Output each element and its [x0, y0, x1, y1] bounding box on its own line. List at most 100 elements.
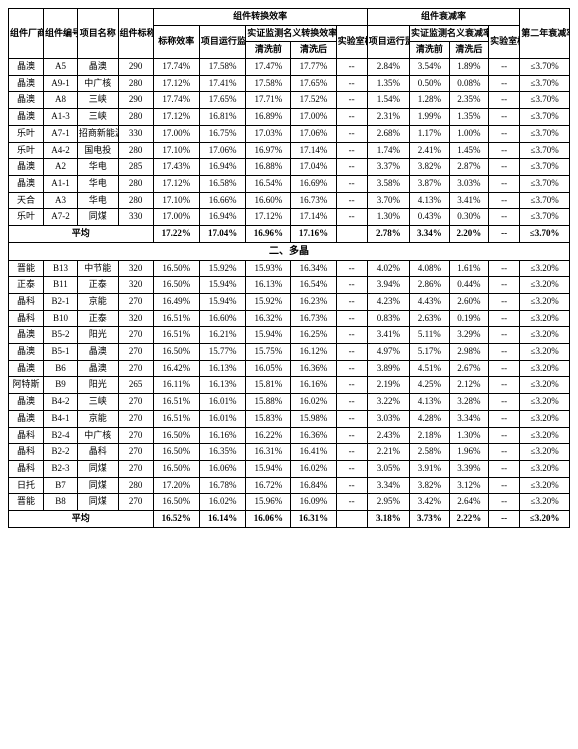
cell-after: 17.65%	[291, 75, 336, 92]
cell-rdec: 0.83%	[367, 310, 409, 327]
cell-after: 16.41%	[291, 444, 336, 461]
cell-run: 16.60%	[199, 310, 245, 327]
cell-db: 4.28%	[410, 410, 450, 427]
cell-req: ≤3.20%	[520, 294, 570, 311]
table-row: 晶澳 B5-1 晶澳 270 16.50% 15.77% 15.75% 16.1…	[9, 344, 570, 361]
avg-da: 2.22%	[449, 510, 489, 527]
cell-before: 16.60%	[246, 192, 291, 209]
cell-after: 16.69%	[291, 175, 336, 192]
cell-project: 晶澳	[77, 344, 118, 361]
cell-rdec: 3.05%	[367, 460, 409, 477]
cell-code: B2-4	[44, 427, 78, 444]
table-row: 日托 B7 同煤 280 17.20% 16.78% 16.72% 16.84%…	[9, 477, 570, 494]
cell-project: 同煤	[77, 477, 118, 494]
cell-da: 2.67%	[449, 360, 489, 377]
cell-before: 16.97%	[246, 142, 291, 159]
cell-ldec: --	[489, 377, 520, 394]
cell-da: 3.39%	[449, 460, 489, 477]
cell-maker: 晶科	[9, 460, 44, 477]
col-lab-decay: 实验室检测衰减率	[489, 25, 520, 58]
cell-power: 270	[118, 460, 153, 477]
cell-run: 15.94%	[199, 277, 245, 294]
table-row: 晶科 B2-4 中广核 270 16.50% 16.16% 16.22% 16.…	[9, 427, 570, 444]
cell-req: ≤3.20%	[520, 394, 570, 411]
cell-lab: --	[336, 260, 367, 277]
cell-rdec: 2.43%	[367, 427, 409, 444]
cell-run: 16.75%	[199, 125, 245, 142]
cell-ldec: --	[489, 75, 520, 92]
cell-db: 3.82%	[410, 477, 450, 494]
cell-lab: --	[336, 377, 367, 394]
table-row: 乐叶 A7-2 同煤 330 17.00% 16.94% 17.12% 17.1…	[9, 209, 570, 226]
cell-da: 0.19%	[449, 310, 489, 327]
cell-ldec: --	[489, 294, 520, 311]
cell-power: 280	[118, 477, 153, 494]
table-row: 晶澳 A1-1 华电 280 17.12% 16.58% 16.54% 16.6…	[9, 175, 570, 192]
cell-std: 16.11%	[153, 377, 199, 394]
cell-run: 17.65%	[199, 92, 245, 109]
cell-after: 16.36%	[291, 360, 336, 377]
cell-after: 16.12%	[291, 344, 336, 361]
cell-power: 270	[118, 327, 153, 344]
cell-after: 16.73%	[291, 192, 336, 209]
cell-ldec: --	[489, 427, 520, 444]
cell-run: 16.21%	[199, 327, 245, 344]
cell-da: 1.35%	[449, 109, 489, 126]
cell-power: 320	[118, 277, 153, 294]
cell-da: 0.44%	[449, 277, 489, 294]
cell-project: 三峡	[77, 109, 118, 126]
cell-after: 16.23%	[291, 294, 336, 311]
cell-before: 15.81%	[246, 377, 291, 394]
cell-rdec: 1.54%	[367, 92, 409, 109]
cell-db: 5.11%	[410, 327, 450, 344]
cell-req: ≤3.20%	[520, 377, 570, 394]
table-row: 晶澳 A9-1 中广核 280 17.12% 17.41% 17.58% 17.…	[9, 75, 570, 92]
col-run-decay: 项目运行监测名义衰减率	[367, 25, 409, 58]
cell-before: 15.83%	[246, 410, 291, 427]
cell-db: 3.82%	[410, 159, 450, 176]
cell-project: 京能	[77, 294, 118, 311]
cell-req: ≤3.70%	[520, 142, 570, 159]
cell-ldec: --	[489, 260, 520, 277]
avg-run: 16.14%	[199, 510, 245, 527]
cell-da: 3.03%	[449, 175, 489, 192]
table-header: 组件厂商 组件编号 项目名称 组件标称功率（W） 组件转换效率 组件衰减率 第二…	[9, 9, 570, 59]
avg-label: 平均	[9, 510, 154, 527]
cell-da: 2.64%	[449, 494, 489, 511]
cell-code: A8	[44, 92, 78, 109]
cell-after: 17.00%	[291, 109, 336, 126]
cell-std: 16.49%	[153, 294, 199, 311]
cell-lab: --	[336, 460, 367, 477]
cell-maker: 晶澳	[9, 175, 44, 192]
avg-run: 17.04%	[199, 225, 245, 242]
avg-after: 16.31%	[291, 510, 336, 527]
cell-db: 4.13%	[410, 192, 450, 209]
cell-da: 1.89%	[449, 59, 489, 76]
cell-before: 16.22%	[246, 427, 291, 444]
cell-project: 华电	[77, 159, 118, 176]
cell-maker: 晶澳	[9, 109, 44, 126]
cell-db: 1.99%	[410, 109, 450, 126]
cell-power: 280	[118, 192, 153, 209]
cell-run: 16.35%	[199, 444, 245, 461]
cell-power: 270	[118, 344, 153, 361]
col-before-2: 清洗前	[410, 42, 450, 59]
cell-maker: 乐叶	[9, 209, 44, 226]
cell-power: 290	[118, 59, 153, 76]
cell-req: ≤3.70%	[520, 175, 570, 192]
cell-before: 17.71%	[246, 92, 291, 109]
cell-req: ≤3.70%	[520, 75, 570, 92]
avg-db: 3.34%	[410, 225, 450, 242]
avg-lab	[336, 225, 367, 242]
cell-maker: 晶澳	[9, 59, 44, 76]
cell-after: 16.34%	[291, 260, 336, 277]
cell-rdec: 1.30%	[367, 209, 409, 226]
cell-project: 同煤	[77, 209, 118, 226]
cell-project: 中广核	[77, 427, 118, 444]
avg-std: 17.22%	[153, 225, 199, 242]
cell-da: 2.35%	[449, 92, 489, 109]
cell-code: B5-2	[44, 327, 78, 344]
cell-run: 16.94%	[199, 209, 245, 226]
col-conv-eff: 组件转换效率	[153, 9, 367, 26]
col-code: 组件编号	[44, 9, 78, 59]
